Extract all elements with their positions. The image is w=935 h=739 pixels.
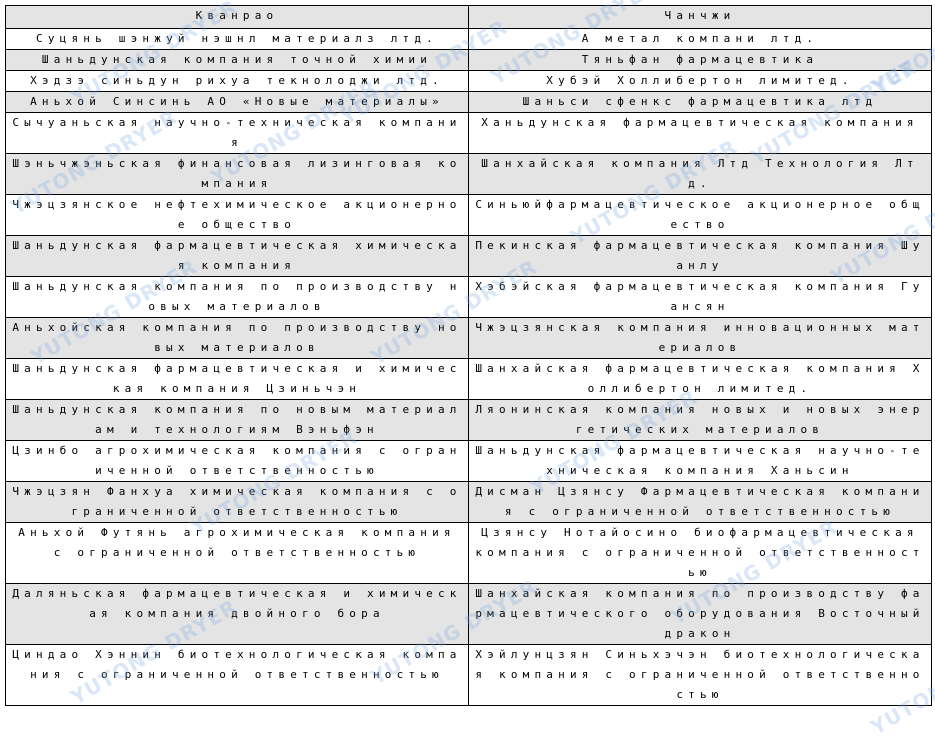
- table-row: Сычуаньская научно-техническая компания Х…: [5, 112, 932, 154]
- table-row: Шаньдунская компания точной химии Тяньфан…: [5, 49, 932, 71]
- company-cell-left: Аньхойская компания по производству новы…: [5, 317, 469, 359]
- company-cell-right: Тяньфан фармацевтика: [468, 49, 932, 71]
- company-cell-right: Дисман Цзянсу Фармацевтическая компания …: [468, 481, 932, 523]
- company-cell-right: Синьюйфармацевтическое акционерное общес…: [468, 194, 932, 236]
- company-cell-left: Аньхой Синсинь АО «Новые материалы»: [5, 91, 469, 113]
- company-cell-right: Пекинская фармацевтическая компания Шуан…: [468, 235, 932, 277]
- company-cell-right: Ляонинская компания новых и новых энерге…: [468, 399, 932, 441]
- header-cell-left: Кванрао: [5, 5, 469, 29]
- table-row: Шаньдунская фармацевтическая и химическа…: [5, 358, 932, 400]
- company-cell-right: Хубэй Холлибертон лимитед.: [468, 70, 932, 92]
- company-cell-left: Шаньдунская компания по производству нов…: [5, 276, 469, 318]
- company-cell-left: Аньхой Футянь агрохимическая компания с …: [5, 522, 469, 584]
- company-cell-right: Шанхайская компания по производству фарм…: [468, 583, 932, 645]
- company-cell-right: Хэбэйская фармацевтическая компания Гуан…: [468, 276, 932, 318]
- company-cell-left: Шаньдунская компания точной химии: [5, 49, 469, 71]
- table-row: Шаньдунская компания по новым материалам…: [5, 399, 932, 441]
- table-row: Суцянь шэнжуй нэшнл материалз лтд. А мета…: [5, 28, 932, 50]
- table-row: Шаньдунская фармацевтическая химическая …: [5, 235, 932, 277]
- company-cell-left: Шаньдунская компания по новым материалам…: [5, 399, 469, 441]
- company-cell-right: А метал компани лтд.: [468, 28, 932, 50]
- company-cell-right: Хэйлунцзян Синьхэчэн биотехнологическая …: [468, 644, 932, 706]
- table-row: Шэньчжэньская финансовая лизинговая комп…: [5, 153, 932, 195]
- table-row: Циндао Хэннин биотехнологическая компани…: [5, 644, 932, 706]
- table-row: Аньхой Синсинь АО «Новые материалы» Шаньс…: [5, 91, 932, 113]
- company-cell-right: Шаньдунская фармацевтическая научно-техн…: [468, 440, 932, 482]
- company-cell-left: Шэньчжэньская финансовая лизинговая комп…: [5, 153, 469, 195]
- table-row: Аньхой Футянь агрохимическая компания с …: [5, 522, 932, 584]
- company-cell-left: Чжэцзян Фанхуа химическая компания с огр…: [5, 481, 469, 523]
- company-cell-left: Шаньдунская фармацевтическая и химическа…: [5, 358, 469, 400]
- table-row: Чжэцзян Фанхуа химическая компания с огр…: [5, 481, 932, 523]
- table-row: Даляньская фармацевтическая и химическая…: [5, 583, 932, 645]
- company-cell-right: Шанхайская компания Лтд Технология Лтд.: [468, 153, 932, 195]
- company-cell-left: Суцянь шэнжуй нэшнл материалз лтд.: [5, 28, 469, 50]
- company-cell-left: Хэдзэ синьдун рихуа текнолоджи лтд.: [5, 70, 469, 92]
- company-cell-right: Ханьдунская фармацевтическая компания: [468, 112, 932, 154]
- table-row: Аньхойская компания по производству новы…: [5, 317, 932, 359]
- company-cell-left: Сычуаньская научно-техническая компания: [5, 112, 469, 154]
- company-cell-right: Чжэцзянская компания инновационных матер…: [468, 317, 932, 359]
- table-row: Шаньдунская компания по производству нов…: [5, 276, 932, 318]
- company-cell-right: Цзянсу Нотайосино биофармацевтическая ко…: [468, 522, 932, 584]
- header-cell-right: Чанчжи: [468, 5, 932, 29]
- company-cell-left: Даляньская фармацевтическая и химическая…: [5, 583, 469, 645]
- table-header-row: Кванрао Чанчжи: [5, 5, 932, 29]
- company-cell-right: Шанхайская фармацевтическая компания Хол…: [468, 358, 932, 400]
- company-cell-left: Чжэцзянское нефтехимическое акционерное …: [5, 194, 469, 236]
- table-row: Хэдзэ синьдун рихуа текнолоджи лтд. Хубэй…: [5, 70, 932, 92]
- company-cell-left: Циндао Хэннин биотехнологическая компани…: [5, 644, 469, 706]
- company-cell-left: Цзинбо агрохимическая компания с огранич…: [5, 440, 469, 482]
- table-row: Цзинбо агрохимическая компания с огранич…: [5, 440, 932, 482]
- table-row: Чжэцзянское нефтехимическое акционерное …: [5, 194, 932, 236]
- company-cell-right: Шаньси сфенкс фармацевтика лтд: [468, 91, 932, 113]
- company-cell-left: Шаньдунская фармацевтическая химическая …: [5, 235, 469, 277]
- partners-table: Кванрао Чанчжи Суцянь шэнжуй нэшнл матер…: [5, 5, 932, 706]
